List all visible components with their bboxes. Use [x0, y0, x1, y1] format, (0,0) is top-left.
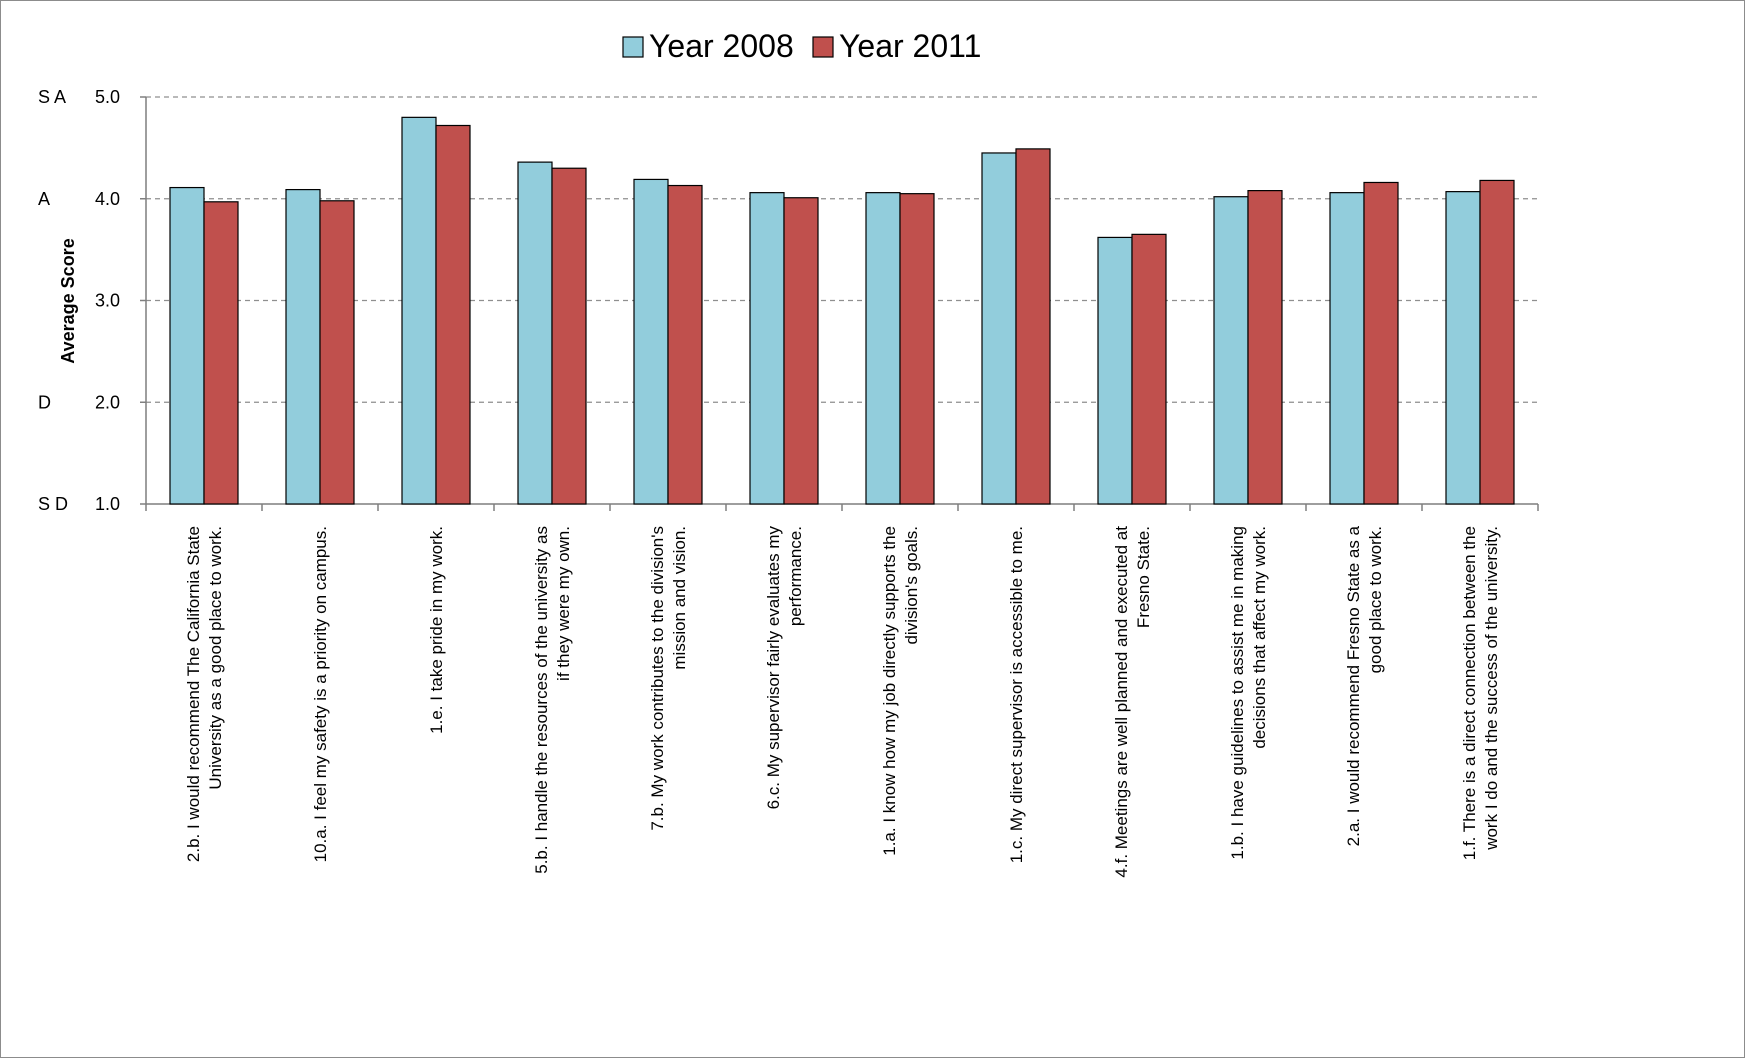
category-label-line: 1.c. My direct supervisor is accessible … — [1007, 526, 1026, 863]
legend-swatch — [812, 36, 834, 58]
legend-label: Year 2011 — [839, 28, 981, 64]
category-label-line: Fresno State. — [1134, 526, 1153, 628]
y-axis-label: Average Score — [58, 238, 78, 363]
legend-label: Year 2008 — [649, 28, 794, 64]
category-label-line: division's goals. — [902, 526, 921, 645]
level-label: S D — [38, 494, 68, 514]
y-tick-labels: 1.0 2.0 3.0 4.0 5.0 — [95, 87, 120, 514]
category-label: 6.c. My supervisor fairly evaluates my pe… — [764, 526, 805, 810]
category-label-line: work I do and the success of the univers… — [1482, 526, 1501, 851]
category-label: 1.b. I have guidelines to assist me in m… — [1228, 526, 1269, 860]
level-labels: S D D A S A — [38, 87, 68, 514]
category-label: 1.a. I know how my job directly supports… — [880, 526, 921, 856]
category-label-line: 6.c. My supervisor fairly evaluates my — [764, 526, 783, 810]
bar-year-2008 — [633, 178, 669, 505]
category-label: 7.b. My work contributes to the division… — [648, 526, 689, 831]
bar-year-2011 — [1131, 233, 1167, 505]
bar-year-2011 — [551, 167, 587, 505]
gridlines — [146, 96, 1538, 403]
bar-year-2008 — [1213, 196, 1249, 505]
level-label: S A — [38, 87, 66, 107]
category-label-line: 1.e. I take pride in my work. — [427, 526, 446, 734]
category-label: 4.f. Meetings are well planned and execu… — [1112, 526, 1153, 878]
bar-year-2008 — [1329, 192, 1365, 505]
category-label: 2.b. I would recommend The California St… — [184, 526, 225, 862]
category-label: 1.e. I take pride in my work. — [427, 526, 446, 734]
category-label: 1.f. There is a direct connection betwee… — [1460, 526, 1501, 860]
category-label-line: 5.b. I handle the resources of the unive… — [532, 526, 551, 874]
category-label: 2.a. I would recommend Fresno State as a… — [1344, 525, 1385, 846]
category-label-line: 1.a. I know how my job directly supports… — [880, 526, 899, 856]
category-label-line: 1.f. There is a direct connection betwee… — [1460, 526, 1479, 860]
axes — [140, 96, 1539, 511]
level-label: D — [38, 392, 51, 412]
bar-year-2011 — [319, 200, 355, 505]
y-tick-label: 1.0 — [95, 494, 120, 514]
bar-year-2008 — [749, 192, 785, 505]
y-tick-label: 4.0 — [95, 189, 120, 209]
category-label-line: 4.f. Meetings are well planned and execu… — [1112, 526, 1131, 878]
bar-year-2011 — [667, 184, 703, 505]
bars — [169, 116, 1515, 505]
bar-year-2011 — [783, 197, 819, 505]
y-tick-label: 3.0 — [95, 291, 120, 311]
category-label-line: if they were my own. — [554, 526, 573, 681]
category-labels: 2.b. I would recommend The California St… — [184, 525, 1501, 877]
bar-year-2011 — [1247, 190, 1283, 505]
legend-item: Year 2011 — [812, 28, 981, 64]
category-label: 5.b. I handle the resources of the unive… — [532, 526, 573, 874]
bar-year-2011 — [899, 193, 935, 505]
y-tick-label: 2.0 — [95, 392, 120, 412]
category-label: 1.c. My direct supervisor is accessible … — [1007, 526, 1026, 863]
legend: Year 2008 Year 2011 — [622, 28, 981, 64]
bar-year-2008 — [981, 152, 1017, 505]
bar-year-2008 — [865, 192, 901, 505]
y-tick-label: 5.0 — [95, 87, 120, 107]
category-label-line: performance. — [786, 526, 805, 626]
bar-year-2008 — [1097, 236, 1133, 505]
bar-year-2011 — [435, 124, 471, 505]
category-label-line: 1.b. I have guidelines to assist me in m… — [1228, 526, 1247, 860]
category-label-line: University as a good place to work. — [206, 526, 225, 790]
bar-year-2011 — [1363, 181, 1399, 505]
bar-year-2011 — [203, 201, 239, 505]
bar-year-2008 — [285, 188, 321, 505]
category-label: 10.a. I feel my safety is a priority on … — [311, 526, 330, 862]
category-label-line: 10.a. I feel my safety is a priority on … — [311, 526, 330, 862]
category-label-line: 2.b. I would recommend The California St… — [184, 526, 203, 862]
category-label-line: decisions that affect my work. — [1250, 526, 1269, 749]
category-label-line: 7.b. My work contributes to the division… — [648, 526, 667, 831]
bar-year-2011 — [1015, 148, 1051, 505]
legend-swatch — [622, 36, 644, 58]
category-label-line: good place to work. — [1366, 526, 1385, 673]
level-label: A — [38, 189, 50, 209]
bar-year-2008 — [517, 161, 553, 505]
bar-year-2008 — [1445, 191, 1481, 505]
category-label-line: 2.a. I would recommend Fresno State as a — [1344, 525, 1363, 846]
bar-year-2011 — [1479, 179, 1515, 505]
category-label-line: mission and vision. — [670, 526, 689, 670]
bar-year-2008 — [169, 186, 205, 505]
legend-item: Year 2008 — [622, 28, 794, 64]
bar-year-2008 — [401, 116, 437, 505]
